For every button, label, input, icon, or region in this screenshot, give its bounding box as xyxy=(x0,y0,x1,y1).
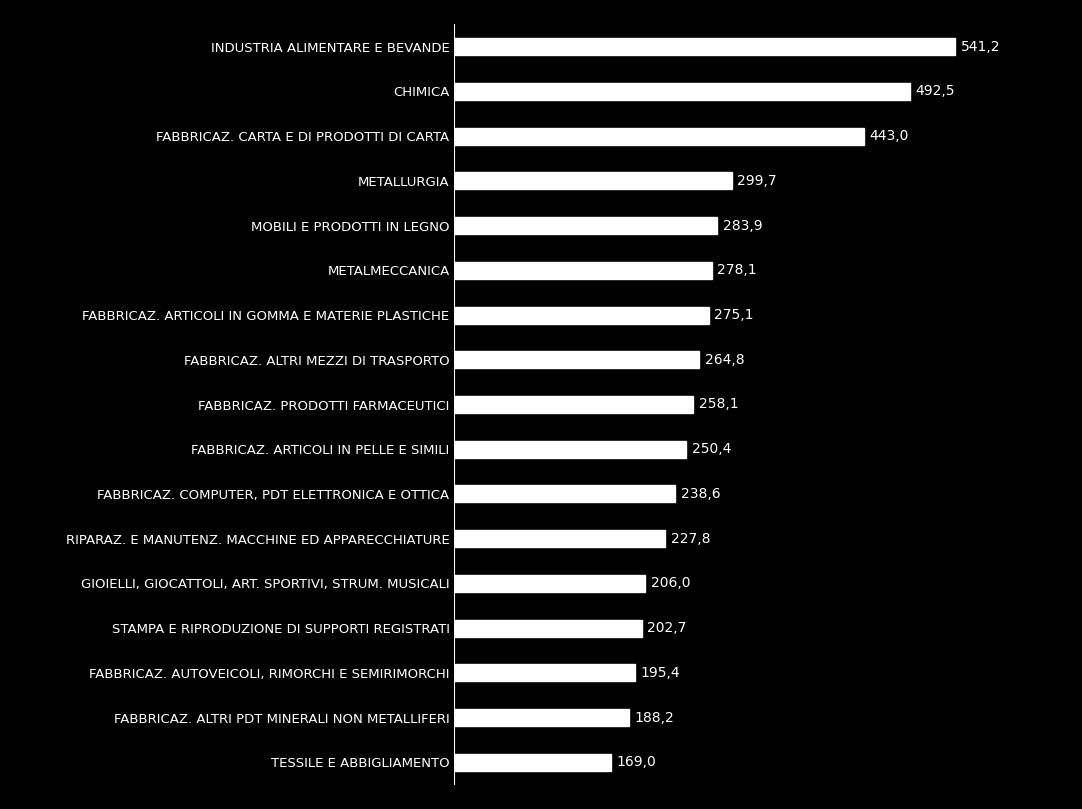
Text: 264,8: 264,8 xyxy=(704,353,744,366)
Text: 227,8: 227,8 xyxy=(671,532,710,546)
Bar xyxy=(454,38,955,55)
Text: 202,7: 202,7 xyxy=(647,621,687,635)
Bar xyxy=(454,709,629,726)
Text: 195,4: 195,4 xyxy=(641,666,681,680)
Text: 541,2: 541,2 xyxy=(961,40,1000,53)
Bar xyxy=(454,83,910,100)
Text: 206,0: 206,0 xyxy=(650,577,690,591)
Bar xyxy=(454,307,709,324)
Bar xyxy=(454,128,865,145)
Text: 258,1: 258,1 xyxy=(699,397,738,412)
Text: 492,5: 492,5 xyxy=(915,84,955,99)
Bar xyxy=(454,530,665,547)
Bar xyxy=(454,575,645,592)
Text: 278,1: 278,1 xyxy=(717,263,756,277)
Bar xyxy=(454,217,717,234)
Text: 443,0: 443,0 xyxy=(870,129,909,143)
Bar xyxy=(454,396,694,413)
Text: 188,2: 188,2 xyxy=(634,710,674,725)
Text: 250,4: 250,4 xyxy=(691,443,731,456)
Bar xyxy=(454,172,731,189)
Text: 169,0: 169,0 xyxy=(617,756,656,769)
Bar xyxy=(454,664,635,681)
Bar xyxy=(454,351,699,368)
Text: 238,6: 238,6 xyxy=(681,487,721,501)
Bar xyxy=(454,441,686,458)
Bar xyxy=(454,620,642,637)
Text: 283,9: 283,9 xyxy=(723,218,762,232)
Text: 275,1: 275,1 xyxy=(714,308,754,322)
Text: 299,7: 299,7 xyxy=(737,174,777,188)
Bar xyxy=(454,262,712,279)
Bar xyxy=(454,485,675,502)
Bar xyxy=(454,754,610,771)
